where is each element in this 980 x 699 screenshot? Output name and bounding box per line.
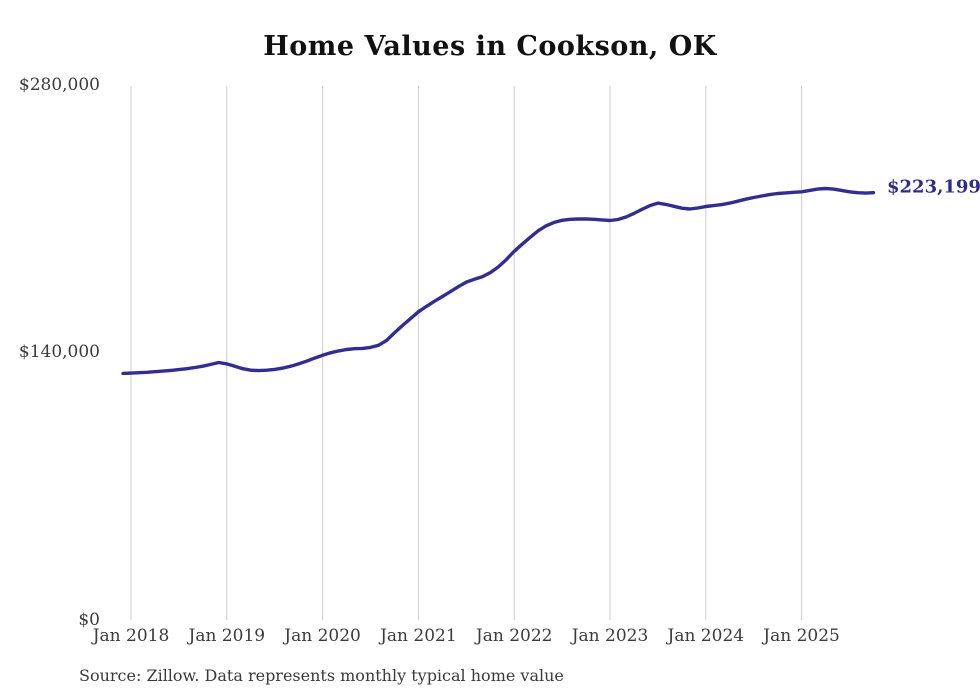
x-axis-tick-label: Jan 2023	[571, 626, 649, 646]
y-axis-tick-0: $0	[78, 610, 100, 630]
current-value-label: $223,199	[887, 176, 980, 198]
chart-title: Home Values in Cookson, OK	[263, 31, 717, 62]
x-axis-tick-label: Jan 2021	[380, 626, 457, 646]
y-axis-tick-280000: $280,000	[18, 75, 100, 95]
x-axis-tick-label: Jan 2024	[667, 626, 745, 646]
x-axis-tick-label: Jan 2022	[475, 626, 553, 646]
home-value-series-line	[121, 186, 876, 376]
x-axis-tick-label: Jan 2020	[284, 626, 361, 646]
x-axis-tick-label: Jan 2025	[763, 626, 840, 646]
vertical-gridlines	[130, 86, 803, 620]
y-axis-tick-140000: $140,000	[18, 342, 100, 362]
x-axis-tick-label: Jan 2019	[188, 626, 266, 646]
source-note: Source: Zillow. Data represents monthly …	[79, 666, 564, 685]
x-axis-tick-label: Jan 2018	[92, 626, 170, 646]
